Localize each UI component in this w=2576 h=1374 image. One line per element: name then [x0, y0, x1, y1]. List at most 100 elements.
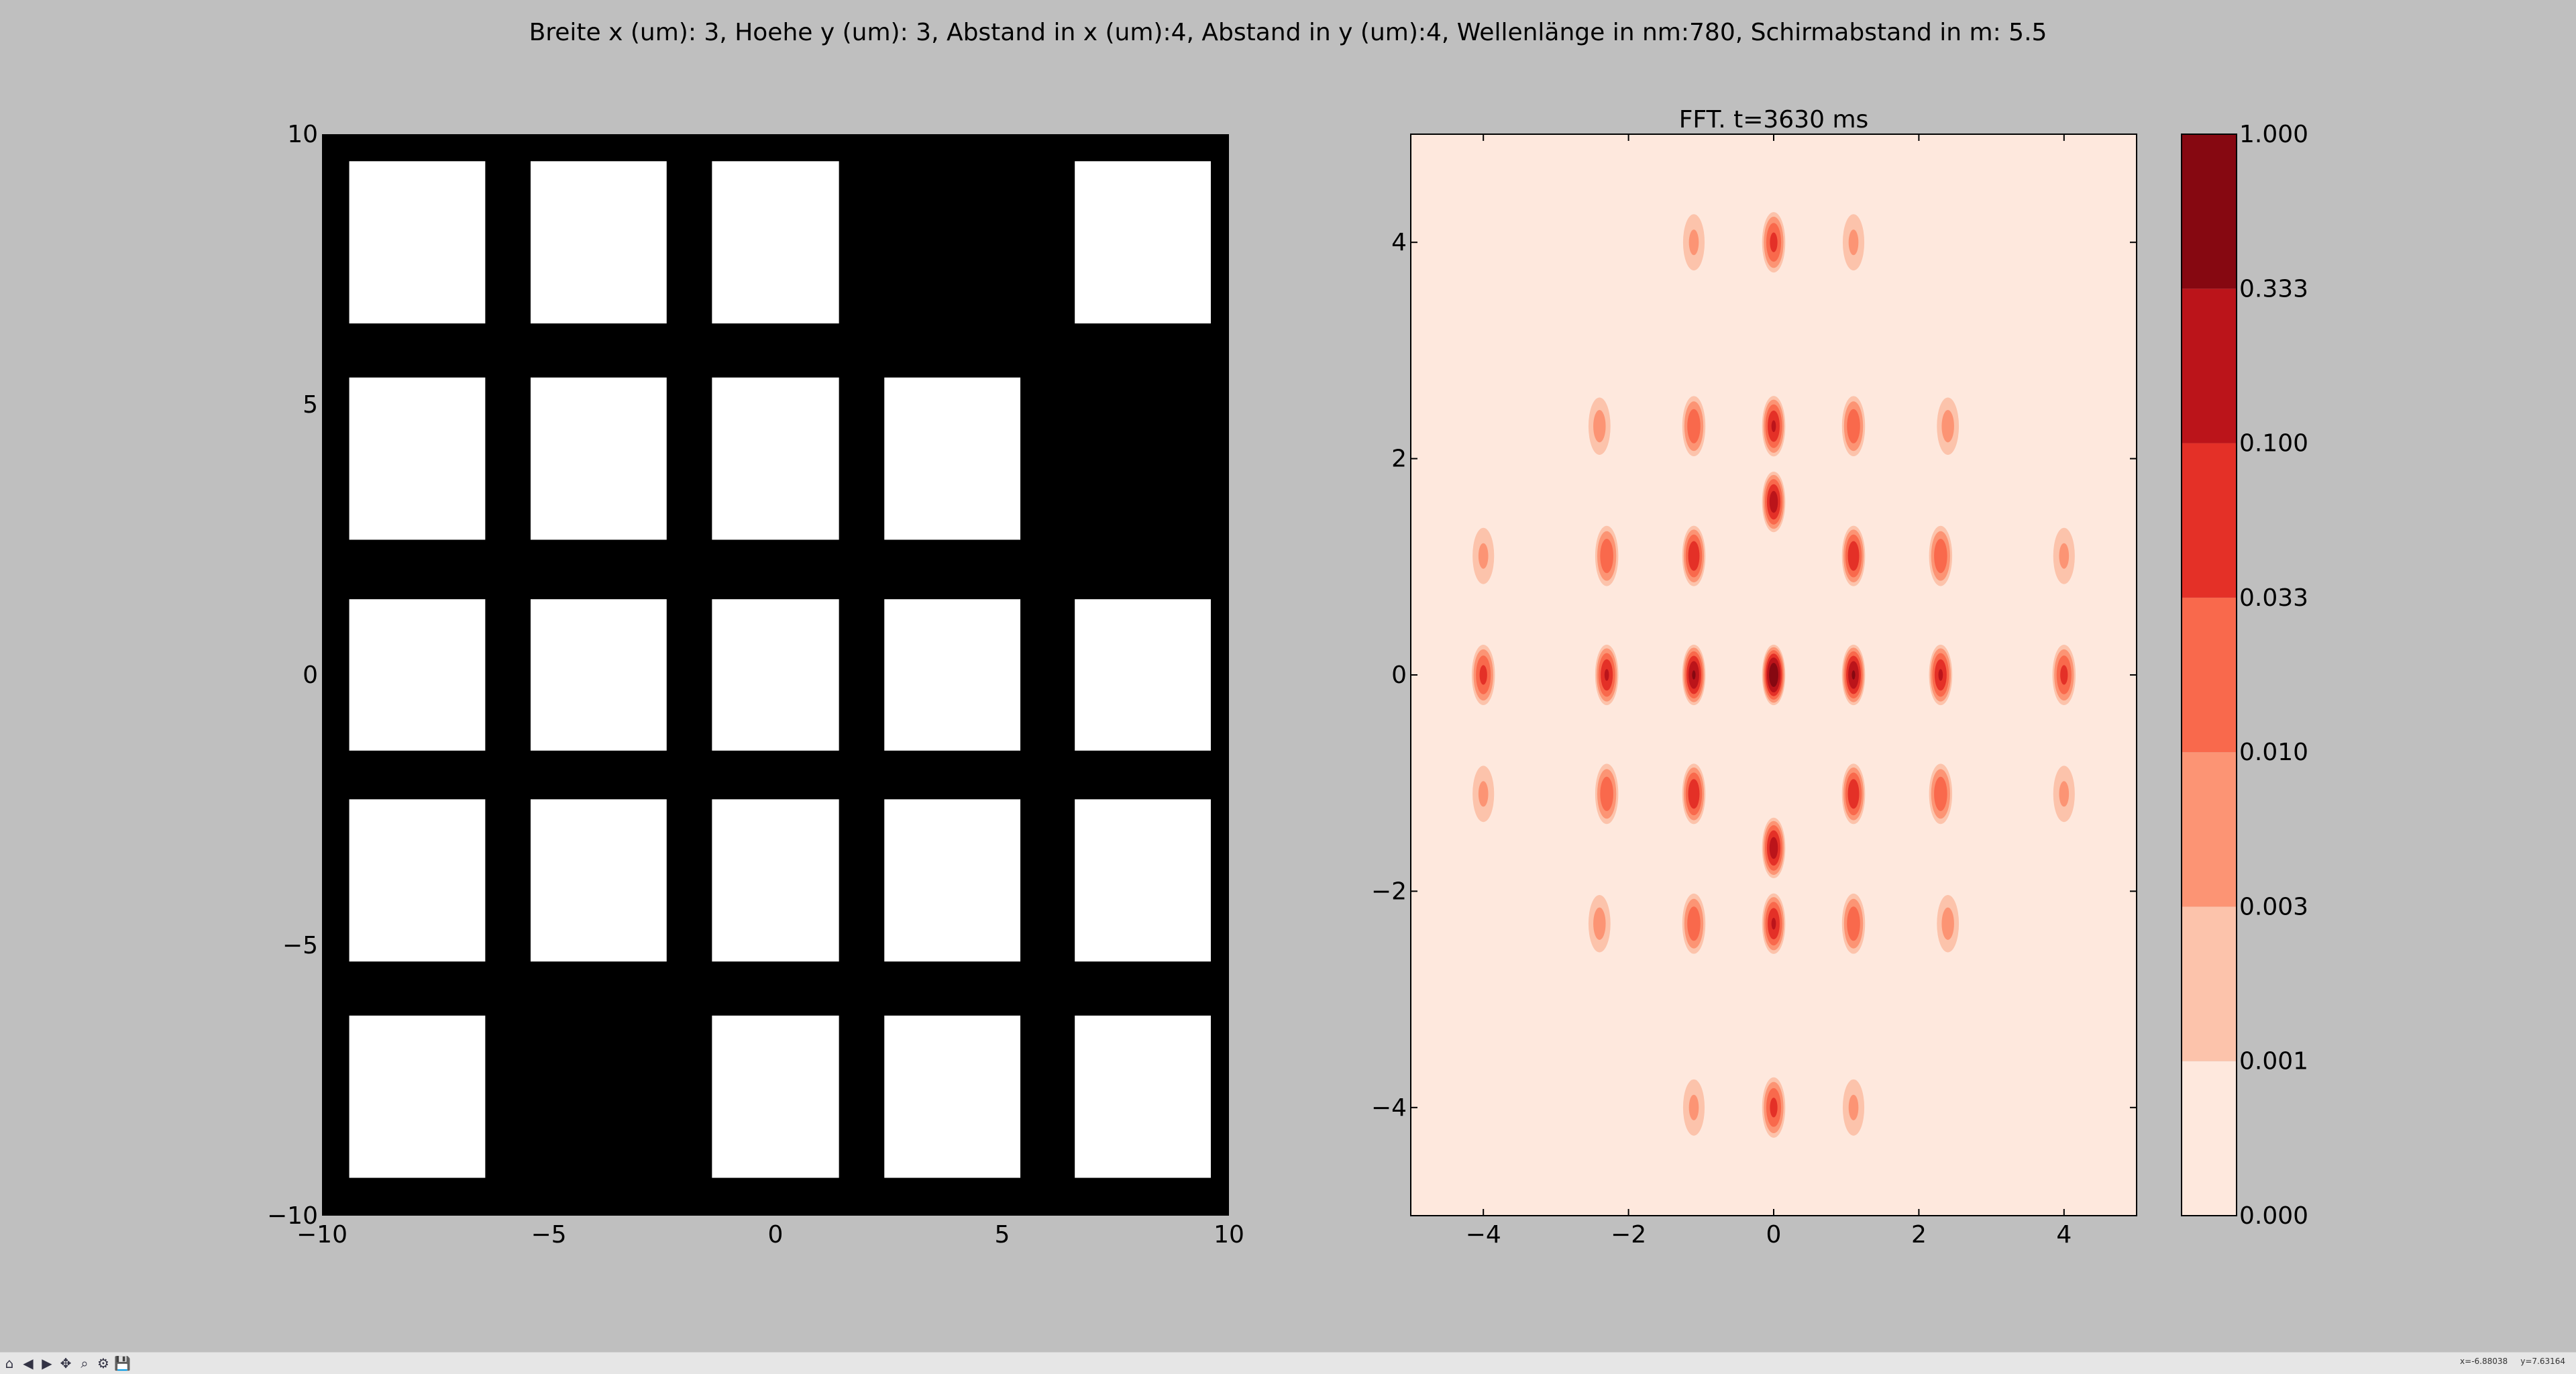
aperture-rect: [712, 1015, 839, 1178]
contour-lobe: [1600, 539, 1613, 574]
aperture-rect: [530, 161, 667, 324]
colorbar-blocks: [2182, 134, 2237, 1216]
contour-lobe: [1692, 670, 1696, 680]
contour-lobe: [1688, 779, 1700, 809]
colorbar-tick-label: 0.333: [2239, 275, 2308, 303]
contour-lobe: [1600, 776, 1613, 811]
aperture-rect: [712, 799, 839, 962]
contour-lobe: [1934, 539, 1947, 574]
aperture-rect: [1075, 161, 1211, 324]
contour-lobe: [1941, 907, 1954, 940]
aperture-rect: [349, 1015, 486, 1178]
home-icon[interactable]: ⌂: [5, 1355, 14, 1371]
y-tick-label: −2: [1371, 878, 1407, 905]
contour-lobe: [2060, 665, 2068, 685]
contour-lobe: [1770, 1098, 1778, 1118]
contour-lobe: [1688, 541, 1700, 571]
colorbar-block: [2182, 1061, 2237, 1216]
x-tick-label: 0: [768, 1221, 784, 1249]
contour-lobe: [1604, 669, 1609, 681]
contour-lobe: [1941, 410, 1954, 443]
y-tick-label: 5: [303, 391, 318, 419]
x-tick-label: 5: [995, 1221, 1010, 1249]
aperture-rect: [884, 599, 1021, 751]
contour-lobe: [1687, 906, 1701, 941]
contour-lobe: [1771, 420, 1776, 433]
aperture-plot: −10 −5 0 5 10 −10 −5 0 5 10: [267, 121, 1244, 1249]
configure-icon[interactable]: ⚙: [97, 1355, 109, 1371]
colorbar-block: [2182, 288, 2237, 443]
contour-lobe: [1847, 409, 1860, 443]
aperture-rect: [712, 599, 839, 751]
x-tick-label: −5: [531, 1221, 566, 1249]
contour-lobe: [1688, 1094, 1699, 1120]
aperture-ticks: −10 −5 0 5 10 −10 −5 0 5 10: [267, 121, 1244, 1249]
contour-lobe: [1593, 410, 1606, 443]
y-tick-label: 2: [1391, 445, 1407, 473]
contour-lobe: [1771, 917, 1776, 930]
save-icon[interactable]: 💾: [114, 1355, 131, 1371]
contour-lobe: [1847, 541, 1860, 571]
aperture-rect: [349, 161, 486, 324]
aperture-rect: [712, 377, 839, 540]
zoom-icon[interactable]: ⌕: [80, 1355, 89, 1371]
aperture-rect: [530, 377, 667, 540]
contour-lobe: [1593, 907, 1606, 940]
colorbar-tick-label: 0.000: [2239, 1202, 2308, 1230]
navigation-toolbar: ⌂ ◀ ▶ ✥ ⌕ ⚙ 💾 x=-6.88038 y=7.63164: [0, 1352, 2576, 1374]
colorbar-tick-label: 1.000: [2239, 121, 2308, 148]
fft-title: FFT. t=3630 ms: [1679, 106, 1869, 134]
forward-icon[interactable]: ▶: [42, 1355, 52, 1371]
aperture-rect: [349, 377, 486, 540]
aperture-rect: [530, 599, 667, 751]
colorbar-tick-label: 0.001: [2239, 1048, 2308, 1075]
aperture-rect: [1075, 799, 1211, 962]
colorbar-tick-label: 0.003: [2239, 893, 2308, 920]
x-tick-label: 2: [1911, 1221, 1927, 1249]
contour-lobe: [2059, 781, 2070, 807]
y-tick-label: 0: [1391, 662, 1407, 689]
colorbar-tick-label: 0.010: [2239, 739, 2308, 766]
y-tick-label: 10: [287, 121, 318, 148]
contour-lobe: [1478, 781, 1489, 807]
contour-lobe: [1847, 779, 1860, 809]
contour-lobe: [1938, 669, 1943, 681]
cursor-coordinates: x=-6.88038 y=7.63164: [2460, 1357, 2565, 1366]
aperture-rect: [884, 799, 1021, 962]
y-tick-label: −10: [267, 1202, 318, 1230]
contour-lobe: [1769, 490, 1778, 513]
colorbar-block: [2182, 597, 2237, 753]
pan-icon[interactable]: ✥: [60, 1355, 72, 1371]
contour-lobe: [1851, 670, 1856, 680]
x-tick-label: −2: [1611, 1221, 1646, 1249]
contour-lobe: [1848, 1094, 1859, 1120]
aperture-rect: [1075, 1015, 1211, 1178]
fft-plot: FFT. t=3630 ms −4 −2 0 2 4 −4 −2 0 2 4: [1371, 106, 2137, 1249]
colorbar-frame: [2181, 134, 2237, 1216]
contour-lobe: [1687, 409, 1701, 443]
x-tick-label: 4: [2056, 1221, 2072, 1249]
contour-lobe: [1848, 229, 1859, 256]
back-icon[interactable]: ◀: [23, 1355, 34, 1371]
colorbar-labels: 0.000 0.001 0.003 0.010 0.033 0.100 0.333 1.000: [2239, 121, 2308, 1230]
aperture-rect: [884, 1015, 1021, 1178]
aperture-rect: [530, 799, 667, 962]
contour-lobe: [1479, 665, 1487, 685]
contour-lobe: [1769, 837, 1778, 859]
colorbar-block: [2182, 906, 2237, 1061]
colorbar: 0.000 0.001 0.003 0.010 0.033 0.100 0.333 1.000: [2181, 121, 2308, 1230]
aperture-rect: [349, 599, 486, 751]
y-tick-label: 4: [1391, 229, 1407, 256]
contour-lobe: [1769, 662, 1778, 688]
colorbar-tick-label: 0.033: [2239, 584, 2308, 612]
contour-lobe: [1478, 543, 1489, 569]
x-tick-label: −10: [297, 1221, 347, 1249]
x-tick-label: 0: [1766, 1221, 1782, 1249]
contour-lobe: [1847, 906, 1860, 941]
contour-lobe: [1770, 232, 1778, 252]
contour-lobe: [1688, 229, 1699, 256]
x-tick-label: −4: [1466, 1221, 1501, 1249]
fft-contours: [1471, 212, 2076, 1138]
colorbar-block: [2182, 752, 2237, 907]
figure-suptitle: Breite x (um): 3, Hoehe y (um): 3, Absta…: [529, 19, 2047, 46]
